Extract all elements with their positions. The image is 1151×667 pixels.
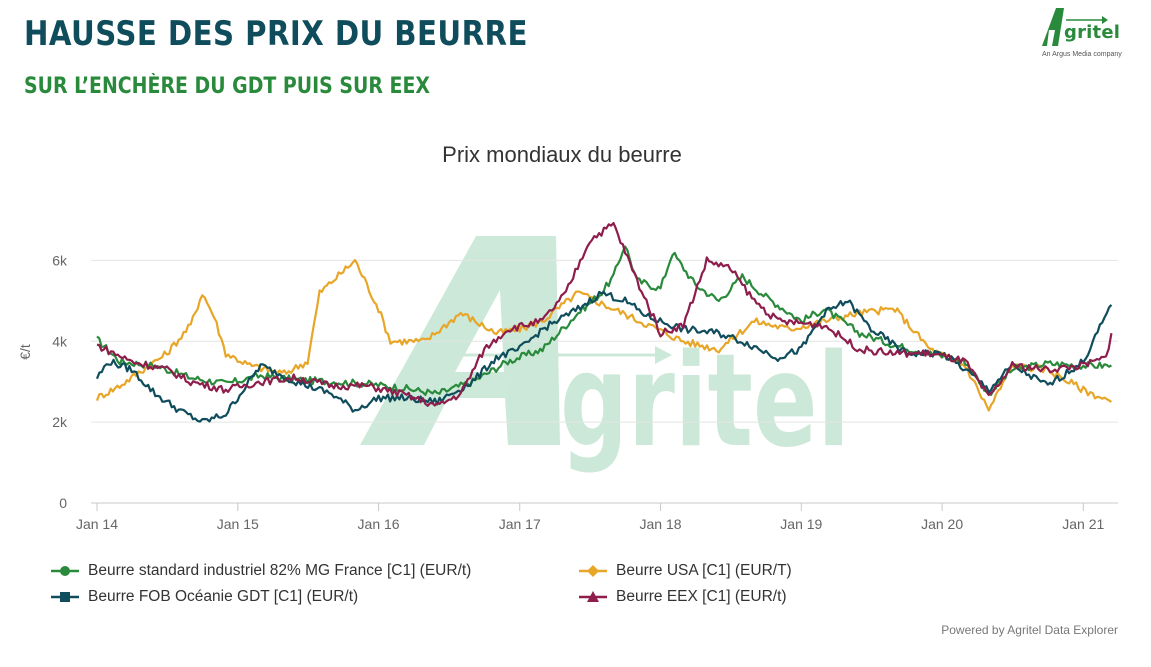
legend-label: Beurre FOB Océanie GDT [C1] (EUR/t) [88,588,359,605]
series-line-3 [96,222,1113,407]
watermark-text: gritel [560,327,850,476]
y-tick-label: 4k [52,333,68,349]
y-tick-label: 0 [59,495,67,511]
x-tick-label: Jan 15 [217,516,259,532]
legend-circle-marker-icon [51,566,79,576]
chart-legend: Beurre standard industriel 82% MG France… [0,560,1151,620]
y-axis-label: €/t [17,344,33,360]
brand-tagline: An Argus Media company [1042,51,1122,58]
x-axis: Jan 14 Jan 15 Jan 16 Jan 17 Jan 18 Jan 19 Jan … [76,503,1105,532]
page-title: HAUSSE DES PRIX DU BEURRE [24,14,528,54]
chart-grid [91,259,1118,504]
legend-label: Beurre USA [C1] (EUR/T) [616,562,792,579]
butter-price-chart: Prix mondiaux du beurre gritel Jan 14 Jan… [17,142,1118,532]
legend-label: Beurre standard industriel 82% MG France… [88,562,472,579]
x-tick-label: Jan 14 [76,516,118,532]
agritel-logo: gritel An Argus Media company [1036,4,1148,64]
y-tick-label: 2k [52,414,68,430]
x-tick-label: Jan 19 [780,516,822,532]
y-tick-label: 6k [52,252,68,268]
legend-label: Beurre EEX [C1] (EUR/t) [616,588,787,605]
chart-series [95,222,1113,423]
brand-wordmark: gritel [1064,22,1121,43]
agritel-watermark: gritel [360,236,850,476]
legend-diamond-marker-icon [579,565,607,577]
x-tick-label: Jan 20 [921,516,963,532]
legend-item-usa[interactable]: Beurre USA [C1] (EUR/T) [578,562,792,580]
x-tick-label: Jan 18 [640,516,682,532]
x-tick-label: Jan 21 [1062,516,1104,532]
legend-item-oceania[interactable]: Beurre FOB Océanie GDT [C1] (EUR/t) [50,588,358,606]
credit-text[interactable]: Powered by Agritel Data Explorer [941,623,1118,637]
x-tick-label: Jan 17 [499,516,541,532]
legend-triangle-marker-icon [579,591,607,602]
x-tick-label: Jan 16 [358,516,400,532]
legend-square-marker-icon [51,592,79,602]
legend-item-eex[interactable]: Beurre EEX [C1] (EUR/t) [578,588,787,606]
y-axis: 0 2k 4k 6k [52,252,68,511]
chart-title: Prix mondiaux du beurre [442,142,682,167]
legend-item-france[interactable]: Beurre standard industriel 82% MG France… [50,562,471,580]
page-subtitle: SUR L’ENCHÈRE DU GDT PUIS SUR EEX [24,74,430,99]
agritel-a-mark-icon [1042,8,1108,46]
